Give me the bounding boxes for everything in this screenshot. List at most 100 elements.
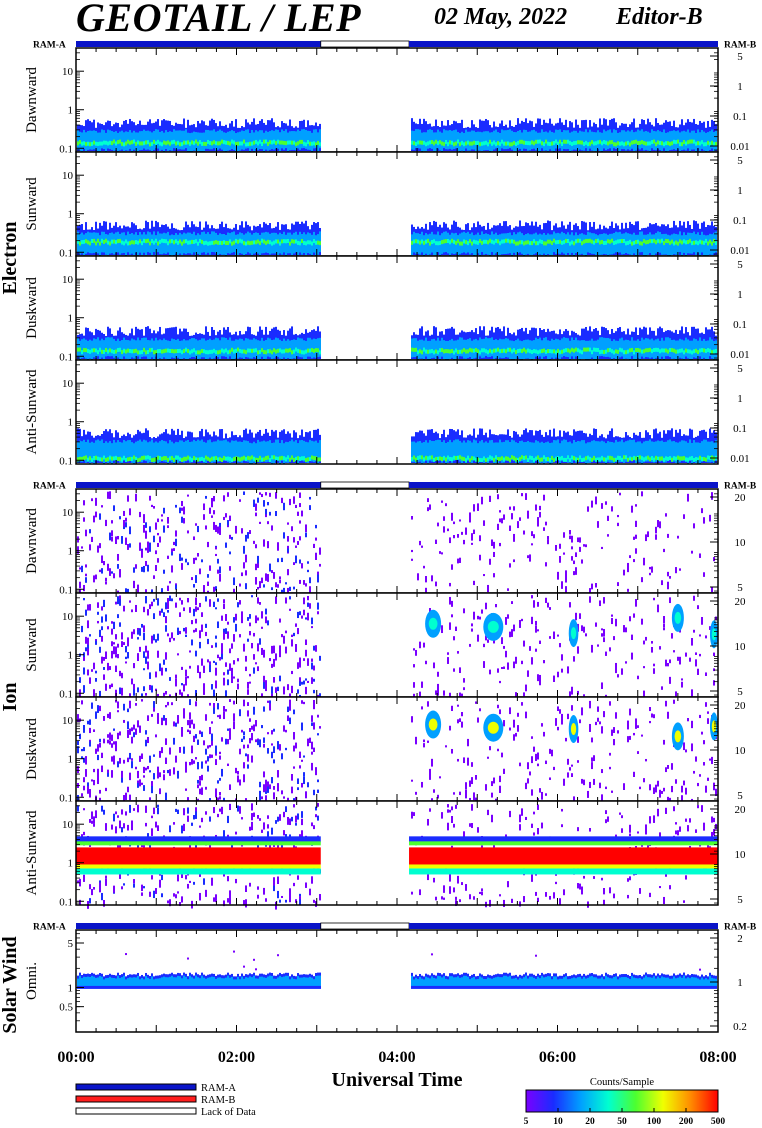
spectrogram-cell [153, 340, 155, 360]
spectrogram-cell [621, 348, 623, 353]
spectrogram-cell [505, 141, 507, 146]
spectrogram-cell [485, 239, 487, 244]
spectrogram-cell [157, 455, 159, 460]
spectrogram-cell [525, 493, 527, 500]
spectrogram-cell [249, 673, 251, 677]
spectrogram-cell [115, 240, 117, 245]
y-tick-label: 10 [62, 507, 74, 519]
spectrogram-cell [669, 456, 671, 461]
spectrogram-cell [275, 349, 277, 354]
spectrogram-cell [445, 239, 447, 244]
spectrogram-cell [567, 666, 569, 674]
spectrogram-cell [143, 524, 145, 531]
spectrogram-cell [83, 239, 85, 244]
spectrogram-cell [83, 439, 85, 461]
spectrogram-cell [425, 239, 427, 244]
spectrogram-cell [517, 140, 519, 145]
spectrogram-cell [311, 617, 313, 625]
spectrogram-cell [595, 457, 597, 462]
spectrogram-cell [167, 525, 169, 529]
spectrogram-cell [685, 337, 687, 357]
spectrogram-cell [453, 142, 455, 147]
spectrogram-cell [625, 350, 627, 355]
spectrogram-cell [587, 506, 589, 512]
spectrogram-cell [133, 455, 135, 460]
spectrogram-cell [605, 443, 607, 464]
spectrogram-cell [103, 239, 105, 244]
spectrogram-cell [213, 140, 215, 145]
spectrogram-cell [169, 131, 171, 151]
spectrogram-cell [133, 240, 135, 245]
spectrogram-cell [149, 684, 151, 691]
spectrogram-cell [257, 597, 259, 604]
y-tick-label: 10 [62, 170, 74, 182]
spectrogram-cell [253, 338, 255, 358]
spectrogram-cell [609, 239, 611, 244]
spectrogram-cell [477, 140, 479, 145]
spectrogram-cell [603, 140, 605, 145]
spectrogram-cell [279, 456, 281, 461]
spectrogram-cell [445, 349, 447, 354]
spectrogram-cell [133, 349, 135, 354]
spectrogram-cell [411, 558, 413, 561]
spectrogram-cell [157, 542, 159, 547]
spectrogram-cell [519, 240, 521, 245]
spectrogram-cell [511, 629, 513, 637]
spectrogram-cell [191, 639, 193, 646]
spectrogram-cell [513, 533, 515, 542]
spectrogram-cell [561, 440, 563, 462]
spectrogram-cell [427, 507, 429, 512]
spectrogram-cell [185, 347, 187, 352]
spectrogram-cell [231, 241, 233, 246]
spectrogram-cell [85, 132, 87, 152]
spectrogram-cell [687, 457, 689, 462]
spectrogram-cell [177, 442, 179, 463]
spectrogram-cell [133, 234, 135, 256]
spectrogram-cell [643, 441, 645, 463]
spectrogram-cell [95, 440, 97, 461]
spectrogram-cell [141, 131, 143, 150]
spectrogram-cell [311, 141, 313, 146]
spectrogram-cell [527, 555, 529, 559]
spectrogram-cell [247, 617, 249, 621]
spectrogram-cell [469, 338, 471, 357]
spectrogram-cell [107, 349, 109, 354]
spectrogram-cell [657, 456, 659, 461]
spectrogram-cell [565, 234, 567, 255]
spectrogram-cell [581, 440, 583, 461]
spectrogram-cell [151, 347, 153, 352]
spectrogram-cell [105, 441, 107, 462]
spectrogram-cell [163, 659, 165, 665]
spectrogram-cell [613, 142, 615, 147]
spectrogram-cell [685, 234, 687, 256]
spectrogram-cell [301, 439, 303, 461]
spectrogram-cell [581, 241, 583, 246]
spectrogram-cell [213, 521, 215, 530]
spectrogram-cell [635, 234, 637, 256]
spectrogram-cell [447, 657, 449, 664]
spectrogram-cell [87, 240, 89, 245]
spectrogram-cell [565, 439, 567, 461]
spectrogram-cell [283, 532, 285, 539]
spectrogram-cell [131, 609, 133, 613]
spectrogram-cell [537, 674, 539, 682]
spectrogram-cell [639, 441, 641, 463]
spectrogram-cell [579, 537, 581, 543]
spectrogram-cell [193, 557, 195, 564]
spectrogram-cell [259, 349, 261, 354]
spectrogram-cell [299, 349, 301, 354]
spectrogram-cell [643, 457, 645, 462]
spectrogram-cell [421, 545, 423, 548]
spectrogram-cell [135, 456, 137, 461]
spectrogram-cell [641, 129, 643, 149]
spectrogram-cell [449, 349, 451, 354]
spectrogram-cell [539, 337, 541, 357]
spectrogram-cell [287, 569, 289, 576]
spectrogram-cell [259, 492, 261, 495]
spectrogram-cell [153, 139, 155, 144]
spectrogram-cell [77, 130, 79, 150]
spectrogram-cell [457, 455, 459, 460]
spectrogram-cell [499, 510, 501, 513]
spectrogram-cell [85, 577, 87, 583]
spectrogram-cell [219, 522, 221, 527]
